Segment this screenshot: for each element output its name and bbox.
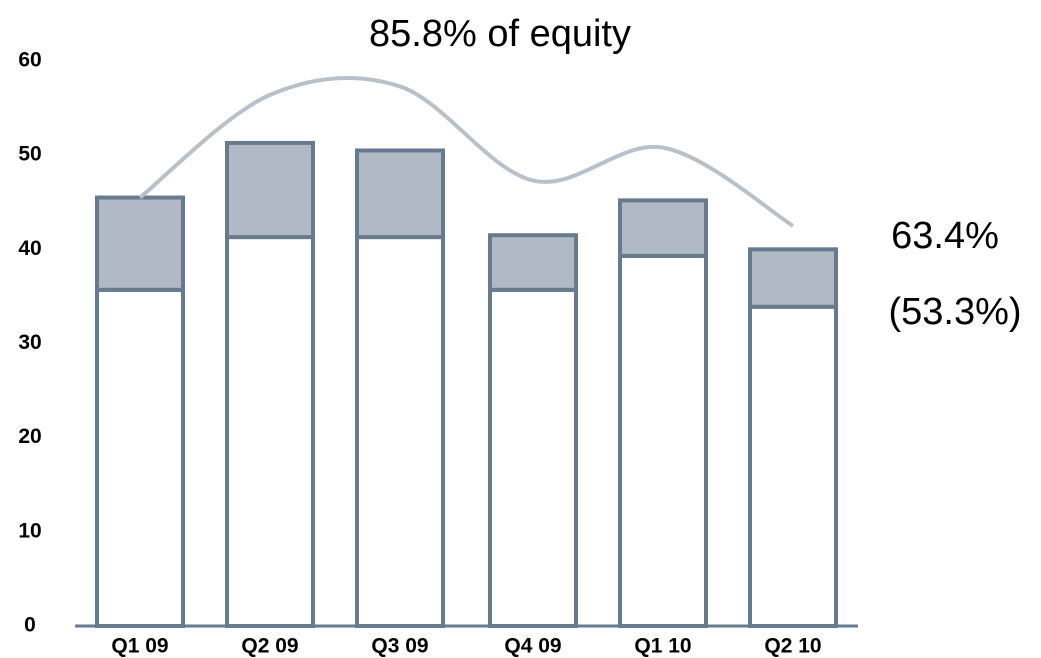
bar-segment: [488, 233, 578, 292]
bar-segment: [355, 148, 445, 240]
y-tick-label: 20: [18, 425, 41, 448]
x-tick-label: Q2 10: [764, 635, 821, 658]
bar-segment: [618, 198, 708, 258]
x-tick-label: Q2 09: [241, 635, 298, 658]
bar-segment: [225, 235, 315, 628]
y-tick-label: 60: [18, 49, 41, 72]
y-tick-label: 40: [18, 237, 41, 260]
bar-segment: [95, 287, 185, 628]
bar-segment: [618, 253, 708, 629]
y-tick-label: 50: [18, 143, 41, 166]
x-tick-label: Q4 09: [504, 635, 561, 658]
bar-segment: [225, 140, 315, 240]
bar-segment: [355, 235, 445, 628]
x-tick-label: Q1 09: [111, 635, 168, 658]
annotation: (53.3%): [888, 291, 1021, 333]
line: [138, 75, 795, 228]
bar-segment: [748, 247, 838, 309]
bar-segment: [95, 195, 185, 292]
bar-segment: [488, 287, 578, 628]
y-tick-label: 30: [18, 331, 41, 354]
annotation: 63.4%: [891, 215, 999, 257]
x-tick-label: Q1 10: [634, 635, 691, 658]
annotation: 85.8% of equity: [369, 13, 631, 55]
y-tick-label: 10: [18, 519, 41, 542]
x-tick-label: Q3 09: [371, 635, 428, 658]
y-tick-label: 0: [24, 614, 36, 637]
bar-segment: [748, 304, 838, 628]
